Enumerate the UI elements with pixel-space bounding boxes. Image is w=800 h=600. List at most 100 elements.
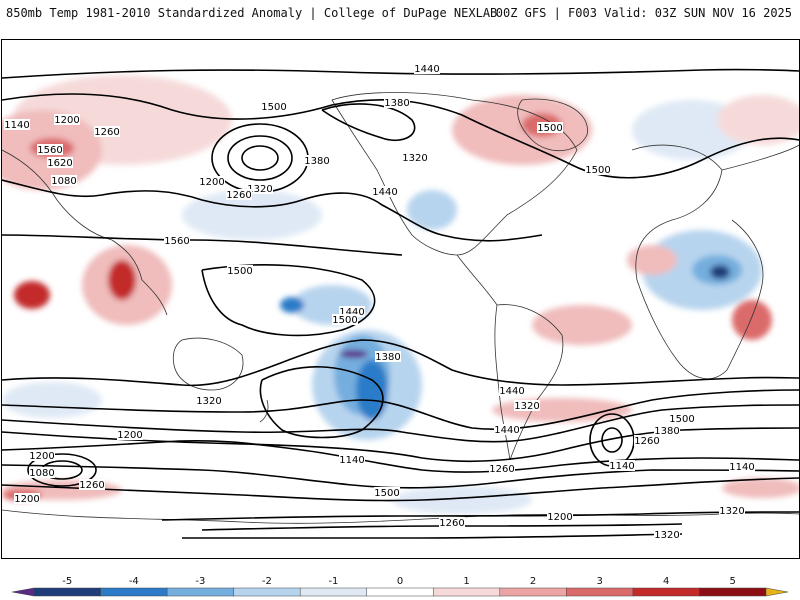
contour-1500-south <box>2 339 799 387</box>
colorbar-swatch <box>366 587 435 597</box>
contour-label: 1200 <box>117 430 142 441</box>
contour-label-bg <box>37 144 63 155</box>
contour-label-bg <box>4 119 30 130</box>
colorbar-tick-label: -2 <box>262 576 272 587</box>
contour-label-bg <box>227 265 253 276</box>
contour-label: 1380 <box>375 352 400 363</box>
contour-closed-low-south-atlantic <box>589 413 635 467</box>
contour-label: 1440 <box>414 64 439 75</box>
contour-1380 <box>321 103 416 142</box>
contour-label-bg <box>261 101 287 112</box>
model-run-label: 00Z GFS | F003 Valid: 03Z SUN NOV 16 202… <box>495 6 792 20</box>
contour-label: 1320 <box>514 401 539 412</box>
contour-label: 1260 <box>79 480 104 491</box>
contour-label-bg <box>199 176 225 187</box>
contour-label-bg <box>719 505 745 516</box>
colorbar-swatch <box>699 587 767 597</box>
contour-label: 1200 <box>14 494 39 505</box>
contour-label: 1320 <box>247 184 272 195</box>
contour-label: 1140 <box>4 120 29 131</box>
contour-label-bg <box>339 454 365 465</box>
anomaly-map: 1440 1500 1260 1140 1200 1380 1560 1620 1320 1080… <box>2 63 799 541</box>
colorbar-swatch <box>499 587 568 597</box>
contour-label: 1140 <box>729 462 754 473</box>
contour-label: 1260 <box>439 518 464 529</box>
contour-label-bg <box>414 63 440 74</box>
map-title: 850mb Temp 1981-2010 Standardized Anomal… <box>6 6 498 20</box>
contour-label: 1320 <box>196 396 221 407</box>
greenland-coast <box>517 98 588 152</box>
contour-label: 1500 <box>537 123 562 134</box>
contour-1500-mid <box>2 179 543 242</box>
contour-label-bg <box>304 155 330 166</box>
contour-label-bg <box>384 97 410 108</box>
contour-closed-low-pacific-outer <box>211 123 309 193</box>
contour-closed-low-south-atlantic-inner <box>601 427 623 453</box>
contour-label: 1440 <box>339 307 364 318</box>
colorbar-tick-label: 4 <box>663 576 669 587</box>
south-america-coast <box>494 304 564 461</box>
colorbar-swatch <box>632 587 701 597</box>
contour-label-bg <box>375 351 401 362</box>
colorbar-svg: -5 -4 -3 -2 -1 0 1 2 3 4 5 <box>11 576 789 597</box>
contour-label: 1320 <box>719 506 744 517</box>
north-america-coast <box>331 92 578 256</box>
contour-label-bg <box>54 114 80 125</box>
height-contours <box>2 68 799 539</box>
contour-1380-south <box>2 404 799 443</box>
colorbar-tick-label: -1 <box>328 576 338 587</box>
contour-label: 1440 <box>494 425 519 436</box>
contour-label-bg <box>514 400 540 411</box>
contour-label: 1320 <box>654 530 679 541</box>
contour-1500-tropics <box>201 264 376 337</box>
contour-label-bg <box>537 122 563 133</box>
contour-label-bg <box>402 152 428 163</box>
colorbar-swatch <box>100 587 168 597</box>
contour-label: 1140 <box>609 461 634 472</box>
contour-label-bg <box>164 235 190 246</box>
contour-1560-mid <box>2 234 403 256</box>
contour-label: 1260 <box>489 464 514 475</box>
colorbar-tick-label: 0 <box>397 576 403 587</box>
contour-label: 1260 <box>94 127 119 138</box>
colorbar-ticks: -5 -4 -3 -2 -1 0 1 2 3 4 5 <box>62 576 736 587</box>
contour-label: 1140 <box>339 455 364 466</box>
colorbar-swatch <box>233 587 301 597</box>
contour-label-bg <box>585 164 611 175</box>
contour-label-bg <box>669 413 695 424</box>
contour-label: 1200 <box>547 512 572 523</box>
contour-label-bg <box>94 126 120 137</box>
contour-1140-south <box>2 477 799 502</box>
contour-1200-south <box>2 464 799 489</box>
contour-label-bg <box>494 424 520 435</box>
contour-label: 1500 <box>261 102 286 113</box>
contour-label: 1320 <box>402 153 427 164</box>
contour-label: 1500 <box>374 488 399 499</box>
contour-label: 1620 <box>47 158 72 169</box>
colorbar-swatch <box>33 587 102 597</box>
contour-label-bg <box>654 529 680 540</box>
contour-label-bg <box>499 385 525 396</box>
contour-label: 1080 <box>29 468 54 479</box>
contour-label: 1380 <box>654 426 679 437</box>
contour-label-bg <box>29 450 55 461</box>
contour-label-bg <box>634 435 660 446</box>
contour-label: 1380 <box>384 98 409 109</box>
contour-1200-far-south <box>161 511 799 521</box>
colorbar-tick-label: 5 <box>730 576 736 587</box>
contour-label: 1500 <box>585 165 610 176</box>
contour-label: 1500 <box>227 266 252 277</box>
colorbar-swatch <box>566 587 634 597</box>
colorbar-swatch <box>765 587 789 597</box>
central-america-coast <box>456 254 498 306</box>
contour-label: 1440 <box>372 187 397 198</box>
colorbar-tick-label: 1 <box>463 576 469 587</box>
header: 850mb Temp 1981-2010 Standardized Anomal… <box>0 0 800 26</box>
colorbar-swatch <box>166 587 235 597</box>
contour-label: 1560 <box>164 236 189 247</box>
contour-label-bg <box>79 479 105 490</box>
contour-label-bg <box>117 429 143 440</box>
contour-label-bg <box>332 314 358 325</box>
europe-africa-coast <box>631 144 764 379</box>
asia-coast <box>2 144 799 316</box>
